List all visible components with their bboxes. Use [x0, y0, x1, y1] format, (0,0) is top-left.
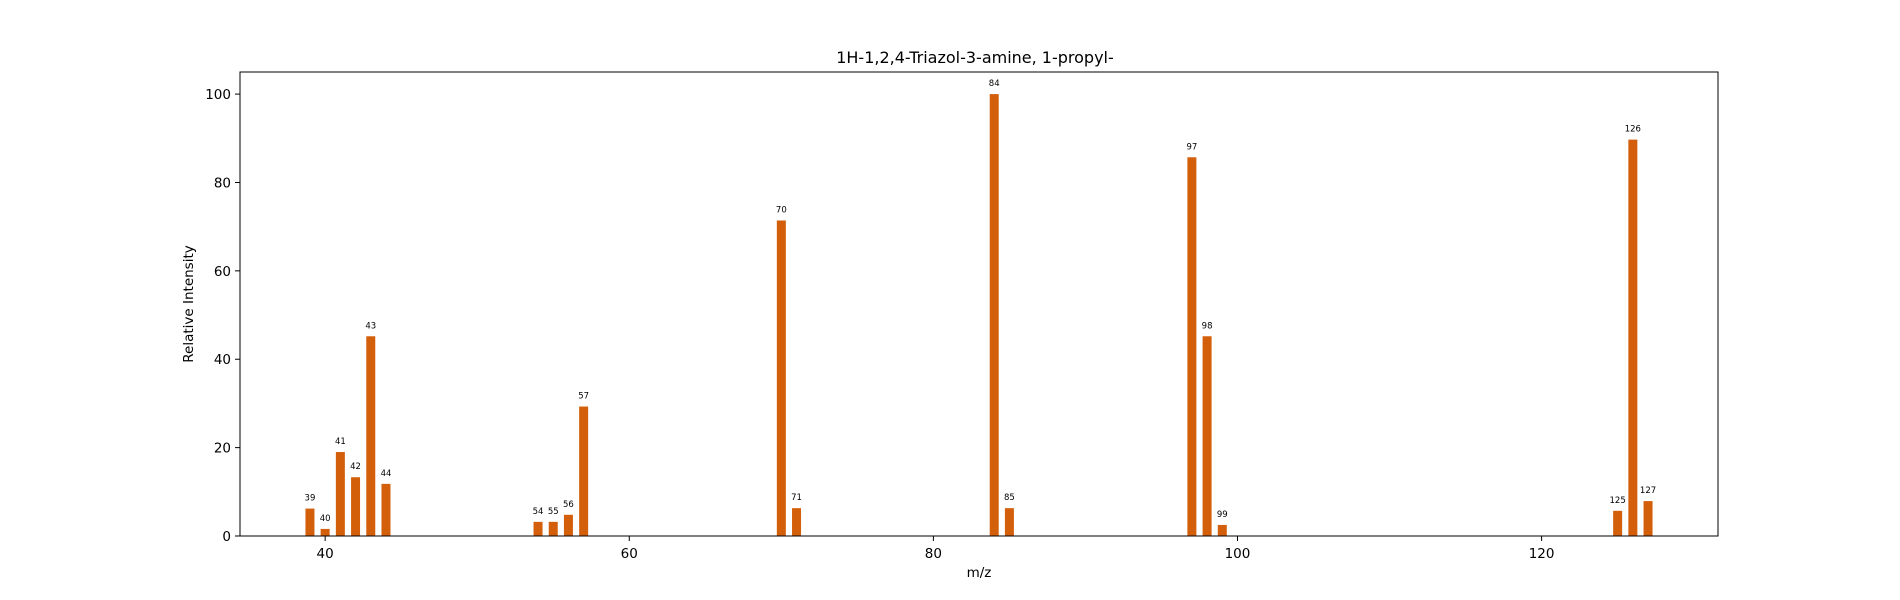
bar-mz-70 — [776, 220, 786, 537]
peak-labels-group: 39 40 41 42 43 44 54 55 56 57 70 71 84 85 97 98 99 125 126… — [305, 79, 1657, 524]
x-tick-label: 120 — [1529, 546, 1555, 562]
bar-mz-127 — [1643, 501, 1653, 536]
x-axis-ticks: 40 60 80 100 120 — [317, 536, 1555, 562]
peak-label-97: 97 — [1186, 142, 1197, 152]
peak-label-71: 71 — [791, 493, 802, 503]
bar-mz-98 — [1202, 336, 1212, 536]
bar-mz-84 — [989, 94, 999, 536]
y-axis-label: Relative Intensity — [181, 245, 197, 363]
x-tick-label: 80 — [925, 546, 942, 562]
bar-mz-56 — [563, 514, 573, 536]
peak-label-55: 55 — [548, 507, 559, 517]
bar-mz-57 — [579, 406, 589, 536]
bar-mz-39 — [305, 508, 315, 536]
bar-mz-42 — [351, 477, 361, 536]
y-axis-ticks: 0 20 40 60 80 100 — [205, 87, 240, 545]
peak-label-126: 126 — [1625, 125, 1641, 135]
y-tick-label: 60 — [214, 264, 231, 280]
x-tick-label: 40 — [317, 546, 334, 562]
peak-label-127: 127 — [1640, 486, 1656, 496]
bar-mz-55 — [548, 521, 558, 536]
bar-mz-85 — [1004, 508, 1014, 536]
peak-label-41: 41 — [335, 437, 346, 447]
peak-label-54: 54 — [533, 507, 544, 517]
bar-mz-44 — [381, 483, 391, 536]
y-tick-label: 0 — [222, 529, 231, 545]
bar-mz-54 — [533, 521, 543, 536]
peak-label-99: 99 — [1217, 510, 1228, 520]
peak-label-43: 43 — [365, 321, 376, 331]
y-tick-label: 80 — [214, 175, 231, 191]
peak-label-85: 85 — [1004, 493, 1015, 503]
peak-label-70: 70 — [776, 205, 787, 215]
bar-mz-97 — [1187, 157, 1197, 537]
peak-label-39: 39 — [305, 494, 316, 504]
bar-mz-43 — [366, 336, 376, 536]
x-axis-label: m/z — [967, 565, 992, 581]
peak-label-42: 42 — [350, 462, 361, 472]
bar-mz-125 — [1613, 510, 1623, 536]
peak-label-84: 84 — [989, 79, 1000, 89]
x-tick-label: 100 — [1225, 546, 1251, 562]
peak-label-125: 125 — [1610, 496, 1626, 506]
plot-area-frame — [239, 71, 1719, 537]
bar-mz-99 — [1217, 524, 1227, 536]
peak-label-56: 56 — [563, 500, 574, 510]
y-tick-label: 100 — [205, 87, 231, 103]
bar-mz-40 — [320, 528, 330, 536]
x-tick-label: 60 — [621, 546, 638, 562]
peak-label-98: 98 — [1202, 321, 1213, 331]
y-tick-label: 40 — [214, 352, 231, 368]
peak-label-44: 44 — [381, 469, 392, 479]
bar-mz-126 — [1628, 139, 1638, 537]
bars-group — [305, 94, 1653, 537]
bar-mz-71 — [792, 508, 802, 536]
peak-label-57: 57 — [578, 392, 589, 402]
peak-label-40: 40 — [320, 514, 331, 524]
bar-mz-41 — [335, 452, 345, 536]
chart-title: 1H-1,2,4-Triazol-3-amine, 1-propyl- — [836, 48, 1114, 67]
y-tick-label: 20 — [214, 441, 231, 457]
